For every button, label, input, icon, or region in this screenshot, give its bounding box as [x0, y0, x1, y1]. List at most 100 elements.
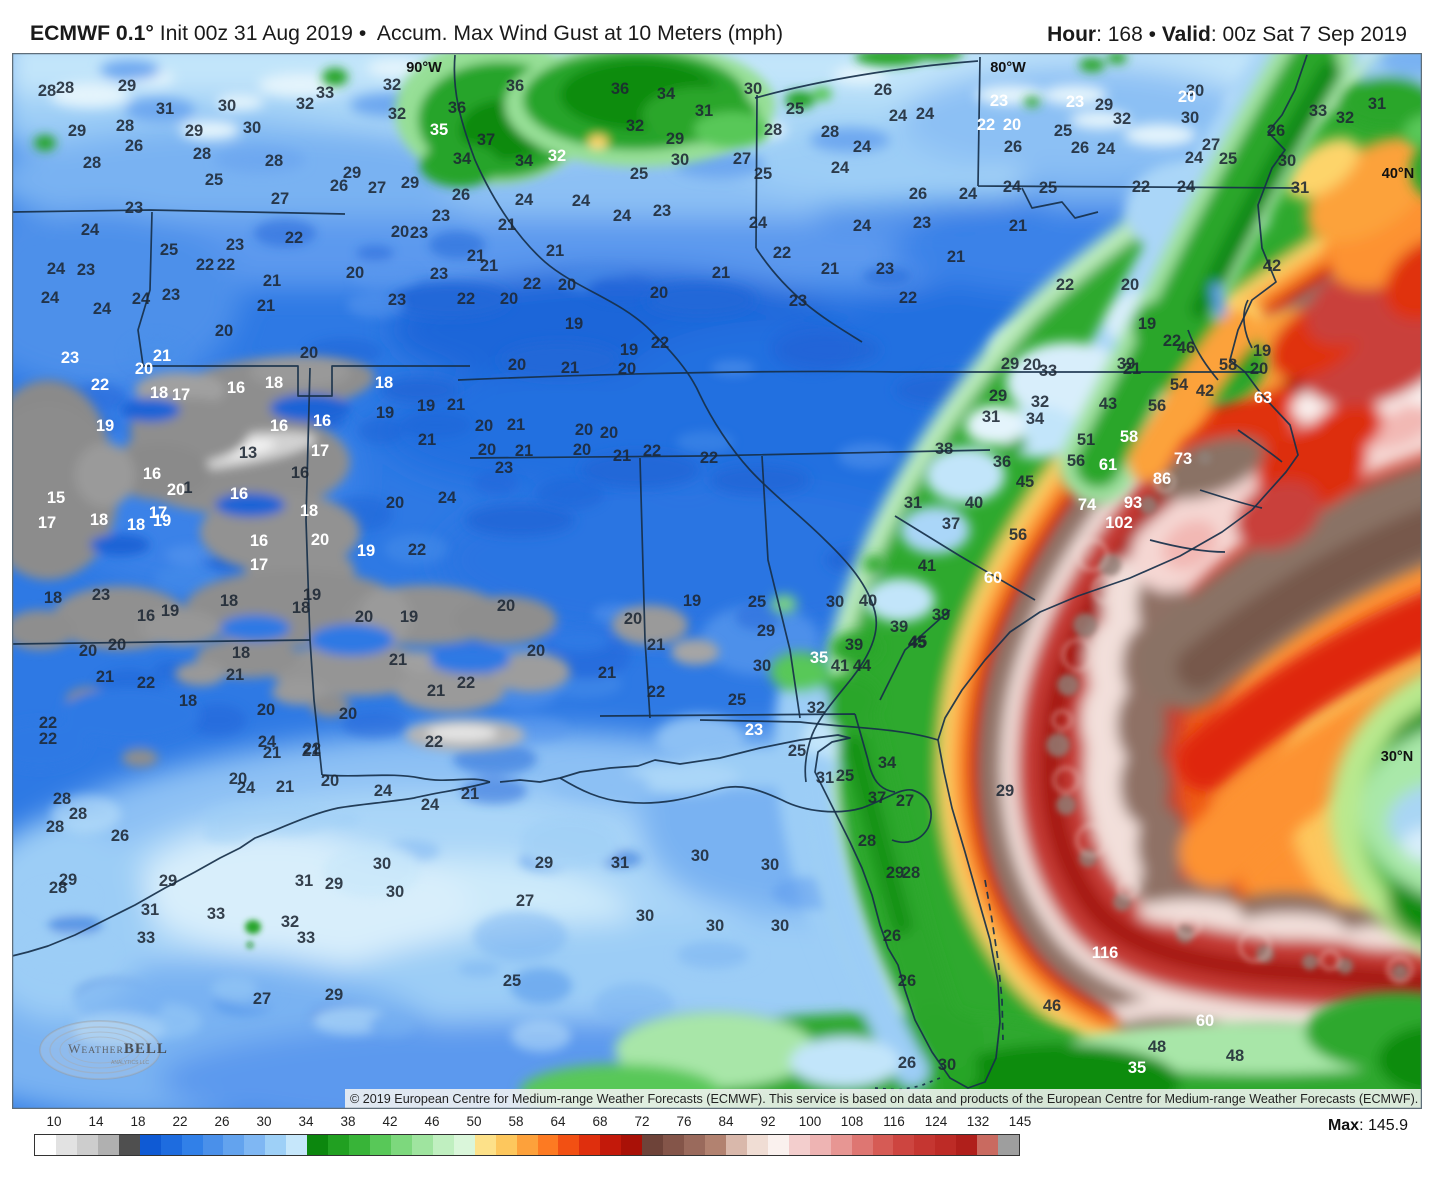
svg-text:24: 24: [421, 796, 440, 814]
svg-text:20: 20: [497, 597, 515, 615]
svg-text:20: 20: [575, 421, 593, 439]
svg-text:30: 30: [1278, 152, 1296, 170]
svg-text:31: 31: [156, 100, 174, 118]
svg-text:32: 32: [807, 699, 825, 717]
svg-text:27: 27: [896, 792, 914, 810]
svg-text:30: 30: [753, 657, 771, 675]
svg-text:21: 21: [418, 431, 436, 449]
svg-text:18: 18: [292, 599, 310, 617]
svg-text:22: 22: [39, 714, 57, 732]
svg-text:35: 35: [1128, 1059, 1146, 1077]
svg-text:22: 22: [647, 683, 665, 701]
svg-text:25: 25: [1054, 122, 1072, 140]
svg-text:20: 20: [167, 481, 185, 499]
svg-text:20: 20: [527, 642, 545, 660]
svg-text:80°W: 80°W: [990, 60, 1026, 76]
svg-text:23: 23: [410, 224, 428, 242]
svg-text:25: 25: [1039, 179, 1057, 197]
svg-text:20: 20: [650, 284, 668, 302]
svg-text:73: 73: [1174, 450, 1192, 468]
svg-text:20: 20: [311, 531, 329, 549]
svg-text:29: 29: [401, 174, 419, 192]
svg-text:21: 21: [507, 416, 525, 434]
svg-text:23: 23: [430, 265, 448, 283]
svg-text:20: 20: [508, 356, 526, 374]
svg-text:36: 36: [993, 453, 1011, 471]
svg-text:24: 24: [237, 779, 256, 797]
svg-text:19: 19: [620, 341, 638, 359]
svg-text:30: 30: [636, 907, 654, 925]
svg-text:20: 20: [475, 417, 493, 435]
svg-text:102: 102: [1105, 514, 1133, 532]
svg-text:24: 24: [438, 489, 457, 507]
svg-text:17: 17: [250, 556, 268, 574]
svg-text:29: 29: [185, 122, 203, 140]
svg-text:29: 29: [996, 782, 1014, 800]
svg-text:24: 24: [959, 185, 978, 203]
svg-text:33: 33: [1039, 362, 1057, 380]
svg-text:39: 39: [845, 636, 863, 654]
svg-text:26: 26: [125, 137, 143, 155]
svg-text:30: 30: [938, 1056, 956, 1074]
svg-text:22: 22: [643, 442, 661, 460]
svg-text:20: 20: [1023, 356, 1041, 374]
svg-text:21: 21: [561, 359, 579, 377]
svg-text:63: 63: [1254, 389, 1272, 407]
svg-text:16: 16: [250, 532, 268, 550]
svg-text:18: 18: [179, 692, 197, 710]
svg-text:20: 20: [573, 441, 591, 459]
svg-text:29: 29: [325, 875, 343, 893]
svg-text:36: 36: [506, 77, 524, 95]
svg-text:23: 23: [990, 92, 1008, 110]
svg-text:25: 25: [786, 100, 804, 118]
svg-text:54: 54: [1170, 376, 1189, 394]
svg-text:21: 21: [302, 742, 320, 760]
svg-text:26: 26: [1267, 122, 1285, 140]
svg-text:23: 23: [745, 721, 763, 739]
svg-text:28: 28: [56, 79, 74, 97]
svg-text:20: 20: [79, 642, 97, 660]
svg-text:23: 23: [913, 214, 931, 232]
svg-text:24: 24: [853, 138, 872, 156]
svg-text:34: 34: [1026, 410, 1045, 428]
svg-text:60: 60: [1196, 1012, 1214, 1030]
svg-text:25: 25: [160, 241, 178, 259]
svg-text:93: 93: [1124, 494, 1142, 512]
svg-text:21: 21: [226, 666, 244, 684]
svg-text:23: 23: [388, 291, 406, 309]
svg-text:21: 21: [96, 668, 114, 686]
svg-text:21: 21: [263, 744, 281, 762]
svg-text:16: 16: [137, 607, 155, 625]
svg-text:20: 20: [391, 223, 409, 241]
svg-text:41: 41: [918, 557, 936, 575]
svg-text:21: 21: [153, 347, 171, 365]
svg-text:21: 21: [447, 396, 465, 414]
svg-text:16: 16: [143, 465, 161, 483]
svg-text:30: 30: [671, 151, 689, 169]
svg-text:26: 26: [111, 827, 129, 845]
svg-text:27: 27: [368, 179, 386, 197]
svg-text:21: 21: [467, 247, 485, 265]
svg-text:30: 30: [771, 917, 789, 935]
svg-text:30: 30: [691, 847, 709, 865]
svg-text:35: 35: [810, 649, 828, 667]
svg-text:32: 32: [296, 95, 314, 113]
svg-text:31: 31: [1291, 179, 1309, 197]
svg-text:21: 21: [263, 272, 281, 290]
svg-text:22: 22: [1163, 332, 1181, 350]
svg-text:21: 21: [613, 447, 631, 465]
svg-text:25: 25: [748, 593, 766, 611]
svg-text:20: 20: [1003, 116, 1021, 134]
svg-text:18: 18: [150, 384, 168, 402]
svg-text:25: 25: [503, 972, 521, 990]
svg-text:24: 24: [41, 289, 60, 307]
svg-text:26: 26: [883, 927, 901, 945]
svg-text:24: 24: [572, 192, 591, 210]
svg-text:22: 22: [217, 256, 235, 274]
svg-text:60: 60: [984, 569, 1002, 587]
svg-text:30: 30: [706, 917, 724, 935]
svg-text:20: 20: [558, 276, 576, 294]
svg-text:26: 26: [898, 972, 916, 990]
svg-text:28: 28: [69, 805, 87, 823]
svg-text:20: 20: [1178, 88, 1196, 106]
